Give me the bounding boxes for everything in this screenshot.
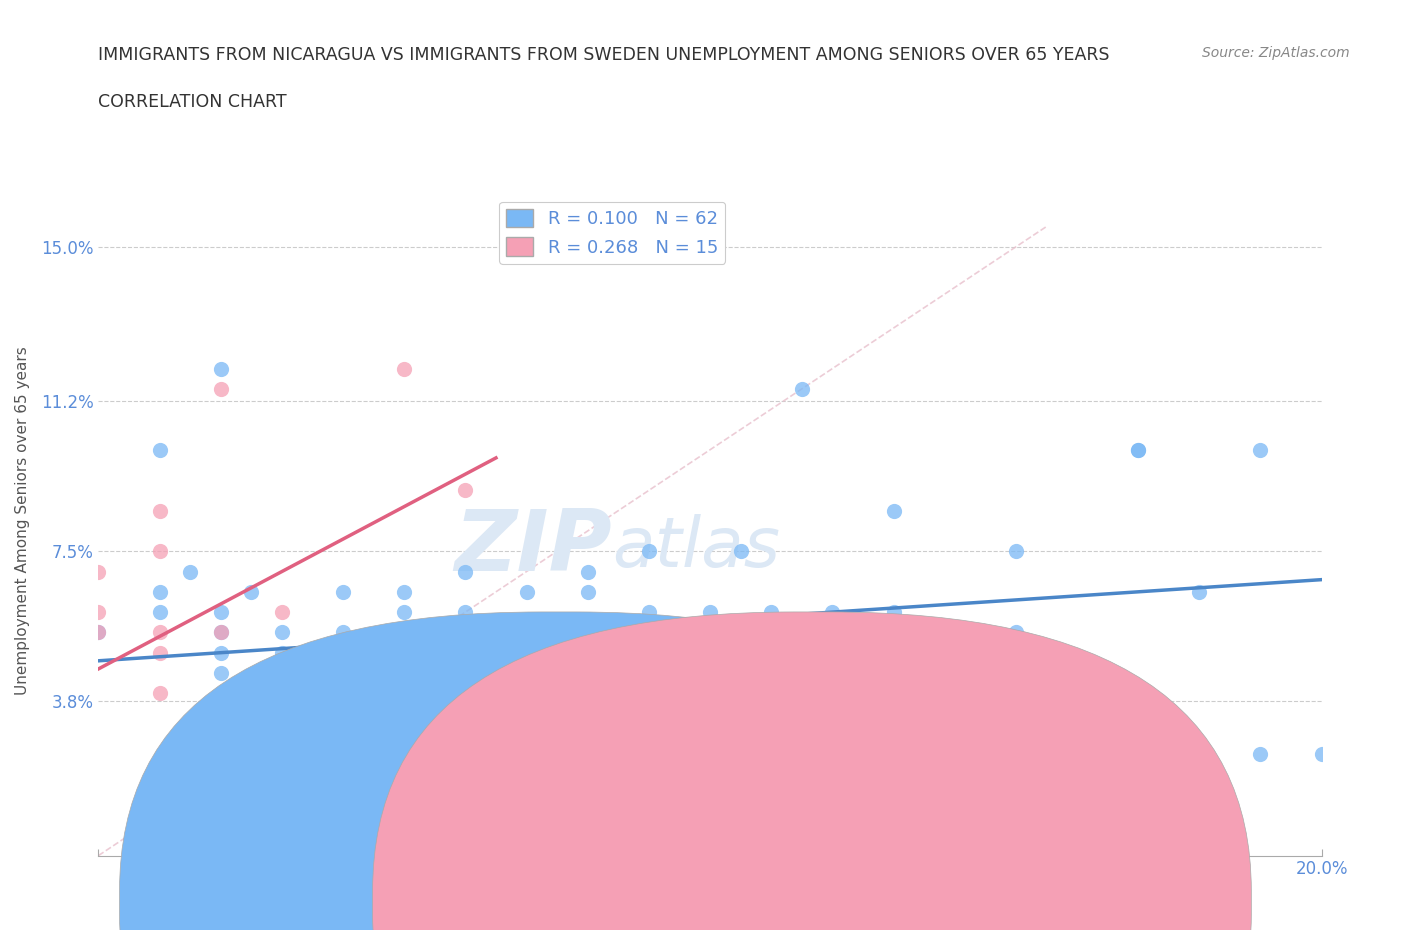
Point <box>87 604 110 619</box>
Point <box>943 747 966 762</box>
Text: atlas: atlas <box>612 514 780 581</box>
Point <box>516 584 538 599</box>
Point <box>454 604 477 619</box>
Point <box>392 685 416 700</box>
Point <box>1249 747 1271 762</box>
Point <box>1004 625 1026 640</box>
Point <box>179 565 201 579</box>
Text: IMMIGRANTS FROM NICARAGUA VS IMMIGRANTS FROM SWEDEN UNEMPLOYMENT AMONG SENIORS O: IMMIGRANTS FROM NICARAGUA VS IMMIGRANTS … <box>98 46 1109 64</box>
Point <box>883 604 905 619</box>
Point <box>149 604 172 619</box>
Point <box>149 625 172 640</box>
Point <box>209 706 232 721</box>
Point <box>1188 584 1211 599</box>
Point <box>454 565 477 579</box>
Point <box>790 381 813 396</box>
Point <box>270 726 292 741</box>
Point <box>516 645 538 660</box>
Point <box>209 645 232 660</box>
Point <box>821 604 844 619</box>
Point <box>332 645 354 660</box>
Point <box>209 666 232 681</box>
Point <box>883 503 905 518</box>
Point <box>209 381 232 396</box>
Point <box>454 685 477 700</box>
Point <box>332 625 354 640</box>
Point <box>87 625 110 640</box>
Point <box>392 604 416 619</box>
Point <box>1249 443 1271 458</box>
Point <box>209 625 232 640</box>
Text: Immigrants from Sweden: Immigrants from Sweden <box>837 896 1031 910</box>
Point <box>332 726 354 741</box>
Point <box>454 625 477 640</box>
Point <box>270 685 292 700</box>
Point <box>883 625 905 640</box>
Point <box>759 747 782 762</box>
Point <box>149 584 172 599</box>
Point <box>392 584 416 599</box>
Point <box>1128 443 1150 458</box>
Point <box>576 565 599 579</box>
Point <box>149 443 172 458</box>
Point <box>270 625 292 640</box>
Point <box>576 584 599 599</box>
Point <box>332 685 354 700</box>
Point <box>209 361 232 376</box>
Point <box>730 544 752 559</box>
Point <box>1128 443 1150 458</box>
Point <box>392 645 416 660</box>
Point <box>149 645 172 660</box>
Point <box>516 685 538 700</box>
Point <box>240 584 263 599</box>
Point <box>392 726 416 741</box>
Point <box>576 685 599 700</box>
Point <box>332 666 354 681</box>
Y-axis label: Unemployment Among Seniors over 65 years: Unemployment Among Seniors over 65 years <box>14 347 30 696</box>
Point <box>699 625 721 640</box>
Legend: R = 0.100   N = 62, R = 0.268   N = 15: R = 0.100 N = 62, R = 0.268 N = 15 <box>499 202 725 264</box>
Point <box>699 604 721 619</box>
Point <box>149 544 172 559</box>
Point <box>270 685 292 700</box>
Point <box>1004 544 1026 559</box>
Point <box>759 604 782 619</box>
Point <box>209 604 232 619</box>
Point <box>270 666 292 681</box>
Point <box>149 503 172 518</box>
Point <box>637 604 661 619</box>
Text: Source: ZipAtlas.com: Source: ZipAtlas.com <box>1202 46 1350 60</box>
Point <box>209 625 232 640</box>
Point <box>332 584 354 599</box>
Text: ZIP: ZIP <box>454 506 612 589</box>
Point <box>87 565 110 579</box>
Point <box>821 666 844 681</box>
Point <box>149 685 172 700</box>
Text: CORRELATION CHART: CORRELATION CHART <box>98 93 287 111</box>
Text: Immigrants from Nicaragua: Immigrants from Nicaragua <box>583 896 794 910</box>
Point <box>392 361 416 376</box>
Point <box>87 625 110 640</box>
Point <box>637 544 661 559</box>
Point <box>270 645 292 660</box>
Point <box>1310 747 1333 762</box>
Point <box>270 604 292 619</box>
Point <box>454 483 477 498</box>
